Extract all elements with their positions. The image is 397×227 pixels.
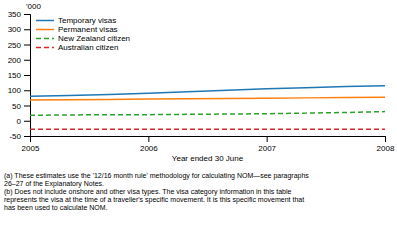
footnote-line: (b) Does not include onshore and other v… [4,188,292,196]
tick-label: 300 [8,25,22,34]
x-axis-label: Year ended 30 June [172,154,244,163]
axis-line [31,137,386,143]
legend-swatch [36,38,54,40]
tick-mark [267,136,268,142]
footnote-line: (a) These estimates use the '12/16 month… [4,172,309,180]
legend-item: Australian citizen [36,43,118,52]
series-line [30,129,385,131]
series-line [30,86,385,97]
tick: -50 [9,132,30,141]
legend-label: New Zealand citizen [58,34,130,43]
axis-line [24,15,31,137]
tick-mark [24,136,30,137]
tick-label: 350 [8,10,22,19]
tick-label: 2006 [140,144,158,153]
tick-label: -50 [9,132,21,141]
legend-item: Temporary visas [36,16,116,25]
legend-item: New Zealand citizen [36,34,130,43]
plot-area [30,86,385,130]
y-axis: -50 0 50 100 150 200 250 300 350 [8,10,31,141]
tick-label: 250 [8,41,22,50]
tick-mark [24,106,30,107]
footnote-line: represents the visa at the time of a tra… [4,196,304,204]
footnote-line: 26–27 of the Explanatory Notes. [4,180,104,188]
legend-item: Permanent visas [36,25,118,34]
tick-mark [24,75,30,76]
tick-mark [30,136,31,142]
footnote: (a) These estimates use the '12/16 month… [4,172,309,211]
tick-mark [148,136,149,142]
footnote-line: has been used to calculate NOM. [4,204,108,211]
tick: 250 [8,41,30,50]
tick: 2006 [140,136,158,153]
tick: 2008 [377,136,395,153]
tick-label: 0 [17,117,22,126]
tick: 300 [8,25,30,34]
legend-swatch [36,47,54,49]
x-axis: 2005 2006 2007 2008 [22,136,395,153]
tick: 150 [8,71,30,80]
legend-swatch [36,20,54,22]
tick-mark [24,90,30,91]
tick-label: 2008 [377,144,395,153]
tick-label: 200 [8,56,22,65]
tick: 50 [12,102,30,111]
series-line [30,112,385,116]
tick-mark [24,60,30,61]
tick-mark [385,136,386,142]
series-line [30,97,385,100]
tick: 2005 [22,136,40,153]
tick-label: 2007 [258,144,276,153]
tick: 0 [17,117,30,126]
legend-label: Permanent visas [58,25,118,34]
tick-label: 150 [8,71,22,80]
chart: -50 0 50 100 150 200 250 300 350 2005 2006 2007 2008… [0,0,397,227]
legend: Temporary visasPermanent visasNew Zealan… [36,16,130,52]
tick-label: 50 [12,102,21,111]
tick-label: 2005 [22,144,40,153]
legend-label: Temporary visas [58,16,116,25]
tick-mark [24,45,30,46]
tick-label: 100 [8,86,22,95]
tick-mark [24,121,30,122]
tick-mark [24,14,30,15]
tick: 100 [8,86,30,95]
tick-mark [24,29,30,30]
tick: 2007 [258,136,276,153]
tick: 350 [8,10,30,19]
legend-swatch [36,29,54,31]
tick: 200 [8,56,30,65]
legend-label: Australian citizen [58,43,118,52]
y-axis-label: '000 [26,2,41,11]
